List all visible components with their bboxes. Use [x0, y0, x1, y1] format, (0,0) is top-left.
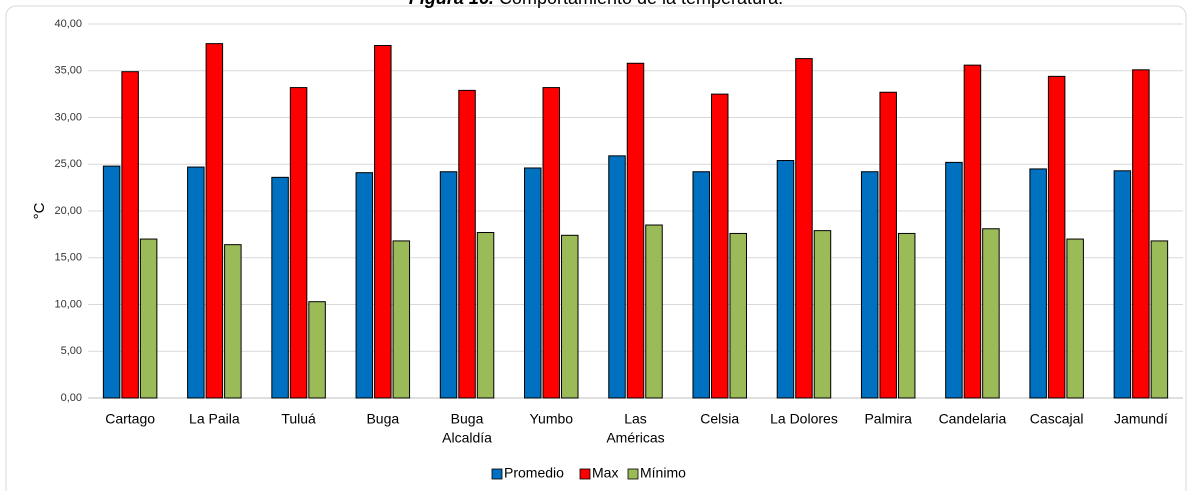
bar	[308, 301, 326, 399]
y-tick-label: 30,00	[54, 111, 82, 123]
bar	[626, 62, 645, 399]
x-tick-label: Palmira	[864, 411, 912, 427]
legend-swatch	[491, 468, 503, 480]
y-tick-label: 20,00	[54, 205, 82, 217]
y-tick-label: 35,00	[54, 65, 82, 77]
bar	[1066, 238, 1084, 399]
x-tick-label: La Dolores	[770, 411, 838, 427]
bar	[982, 228, 1000, 399]
bar	[1029, 168, 1047, 399]
bar	[692, 171, 710, 399]
bar	[710, 93, 729, 399]
bar	[205, 43, 224, 399]
bar	[1113, 170, 1132, 399]
bar	[729, 232, 747, 399]
chart-border	[5, 5, 1187, 491]
legend-swatch	[627, 468, 639, 480]
bar	[139, 238, 158, 399]
bar	[879, 91, 897, 399]
x-tick-label: La Paila	[189, 411, 240, 427]
y-tick-label: 5,00	[61, 345, 82, 357]
legend-label: Mínimo	[640, 465, 686, 481]
chart-heading: Figura 16. Comportamiento de la temperat…	[409, 0, 783, 8]
x-tick-label: Tuluá	[281, 411, 316, 427]
bar	[963, 64, 982, 399]
bar	[392, 240, 411, 399]
bar	[187, 166, 205, 399]
legend-label: Max	[592, 465, 618, 481]
y-tick-label: 15,00	[54, 252, 82, 264]
x-tick-label: Las	[624, 411, 647, 427]
bar	[1150, 240, 1169, 399]
x-tick-label: Yumbo	[529, 411, 573, 427]
legend-label: Promedio	[504, 465, 564, 481]
x-tick-label: Alcaldía	[442, 430, 492, 446]
bar	[860, 171, 879, 399]
bar	[102, 165, 121, 399]
x-tick-label: Jamundí	[1114, 411, 1168, 427]
y-tick-label: 40,00	[54, 18, 82, 30]
bar	[289, 87, 308, 399]
bar	[897, 232, 916, 399]
bar	[458, 89, 476, 399]
legend-swatch	[579, 468, 591, 480]
bar	[795, 58, 813, 399]
bar	[813, 230, 832, 399]
bar	[1047, 75, 1066, 399]
bar	[542, 87, 561, 399]
bar	[374, 45, 392, 399]
y-axis-label: °C	[31, 202, 48, 219]
bar	[608, 155, 626, 399]
chart-title: Comportamiento de la temperatura.	[499, 0, 783, 8]
bar	[224, 244, 242, 399]
x-tick-label: Candelaria	[939, 411, 1007, 427]
bar	[645, 224, 663, 399]
bar	[271, 176, 289, 399]
bar	[776, 160, 795, 399]
figure-label: Figura 16.	[409, 0, 494, 8]
x-tick-label: Cascajal	[1030, 411, 1084, 427]
bar	[439, 171, 458, 399]
bar	[561, 234, 579, 399]
x-tick-label: Américas	[606, 430, 664, 446]
bar	[1132, 69, 1150, 399]
bar	[476, 232, 495, 399]
x-tick-label: Celsia	[700, 411, 739, 427]
bar	[524, 167, 542, 399]
y-tick-label: 10,00	[54, 298, 82, 310]
x-tick-label: Buga	[451, 411, 484, 427]
y-tick-label: 0,00	[61, 392, 82, 404]
y-tick-label: 25,00	[54, 158, 82, 170]
bar	[945, 161, 963, 399]
x-tick-label: Buga	[366, 411, 399, 427]
x-tick-label: Cartago	[105, 411, 155, 427]
bar	[121, 71, 139, 399]
bar	[355, 172, 374, 399]
